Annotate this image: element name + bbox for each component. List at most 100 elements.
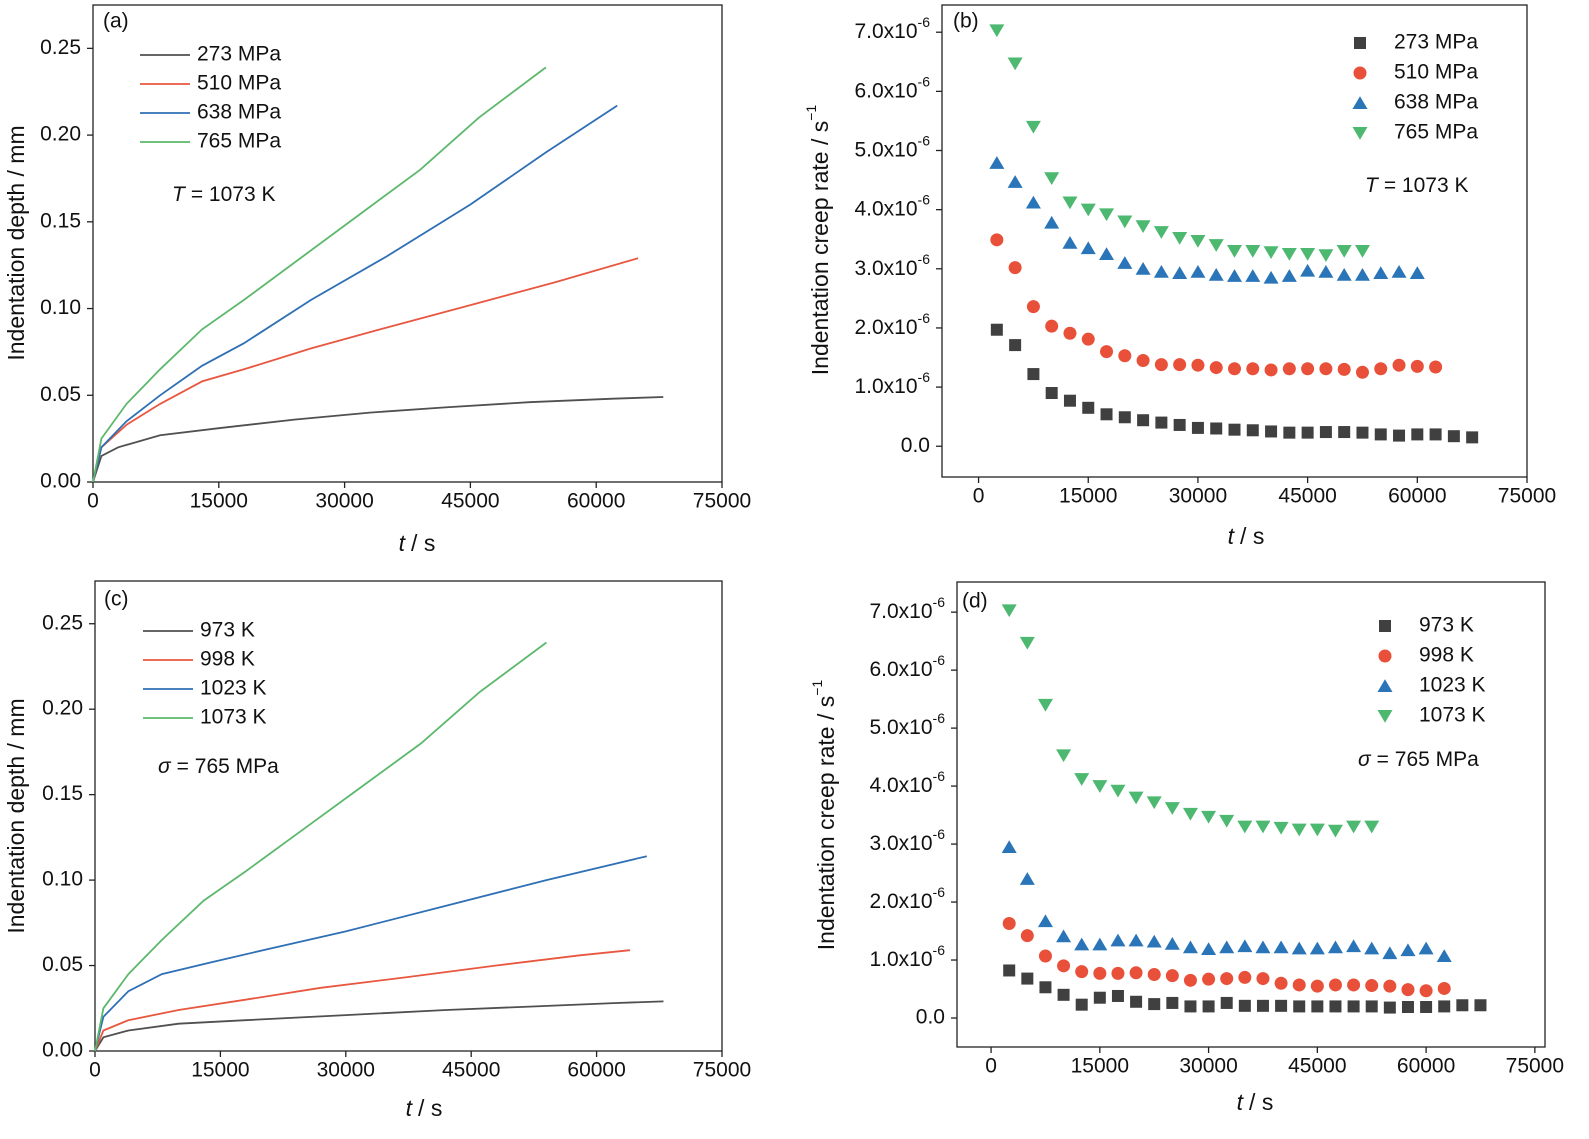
marker-square	[1118, 411, 1131, 424]
y-tick-label: 0.20	[42, 697, 83, 720]
marker-circle	[1429, 360, 1443, 374]
panel: 0 15000 30000 45000 60000 75000 0.00 0.05 0.10 0.…	[3, 4, 751, 556]
marker-triangle-up	[1237, 939, 1253, 953]
marker-circle	[1093, 966, 1107, 980]
marker-triangle-down	[1273, 821, 1289, 835]
x-tick-label: 45000	[1278, 485, 1336, 508]
y-tick-label: 3.0x10-6	[869, 826, 945, 855]
marker-circle	[1419, 984, 1433, 998]
annotation: T = 1073 K	[1365, 174, 1468, 197]
marker-circle	[1410, 359, 1424, 373]
legend-label: 1073 K	[200, 706, 267, 729]
x-tick-label: 15000	[1071, 1055, 1129, 1078]
marker-square	[1210, 422, 1223, 435]
legend-label: 1023 K	[1419, 674, 1486, 697]
y-tick-label: 0.10	[42, 868, 83, 891]
panel-label: (c)	[104, 588, 129, 611]
marker-square	[1429, 428, 1442, 441]
legend-label: 765 MPa	[1394, 121, 1478, 144]
y-tick-mantissa: 1.0x10	[869, 948, 932, 971]
marker-triangle-down	[1336, 245, 1352, 258]
marker-square	[1130, 995, 1143, 1008]
annotation-symbol: T	[172, 183, 187, 206]
x-axis-unit: / s	[1240, 523, 1264, 549]
marker-triangle-up	[1080, 241, 1096, 255]
marker-square	[1365, 1000, 1378, 1013]
marker-triangle-up	[1391, 265, 1407, 278]
y-tick-exponent: -6	[933, 768, 946, 784]
marker-circle	[1264, 363, 1278, 377]
marker-triangle-up	[1219, 940, 1235, 954]
marker-square	[1411, 428, 1424, 441]
marker-triangle-up	[989, 156, 1005, 169]
marker-triangle-down	[1128, 791, 1144, 805]
marker-square	[1155, 416, 1168, 429]
y-axis-exponent: −1	[803, 105, 819, 121]
marker-triangle-up	[1037, 914, 1053, 928]
marker-triangle-up	[1263, 270, 1279, 284]
marker-circle	[1063, 326, 1077, 340]
marker-triangle-up	[1436, 949, 1452, 962]
marker-square	[1057, 988, 1070, 1001]
marker-triangle-down	[1300, 248, 1316, 261]
y-tick-exponent: -6	[933, 884, 946, 900]
marker-triangle-down	[1019, 636, 1035, 650]
marker-circle	[1183, 973, 1197, 987]
x-tick-label: 30000	[315, 490, 373, 513]
marker-triangle-up	[1327, 940, 1343, 954]
marker-circle	[1111, 966, 1125, 980]
marker-triangle-up	[1354, 267, 1370, 281]
marker-square	[1356, 426, 1369, 439]
y-tick-exponent: -6	[918, 191, 931, 207]
marker-triangle-down	[1227, 245, 1242, 258]
marker-triangle-down	[1190, 235, 1206, 248]
x-axis-label: t / s	[399, 530, 436, 556]
data-line	[92, 396, 664, 483]
marker-triangle-down	[1245, 245, 1261, 258]
x-tick-label: 0	[89, 1059, 101, 1082]
marker-circle	[1228, 362, 1241, 376]
marker-triangle-down	[1099, 208, 1115, 222]
marker-circle	[1081, 332, 1095, 346]
data-line	[94, 641, 547, 1052]
y-tick-label: 4.0x10-6	[869, 768, 945, 797]
y-tick-label: 7.0x10-6	[854, 14, 930, 43]
plot-frame	[956, 581, 1546, 1048]
marker-triangle-up	[1201, 942, 1217, 956]
legend-label: 998 K	[200, 648, 255, 671]
x-tick-label: 0	[985, 1055, 997, 1078]
y-axis-text: Indentation depth / mm	[3, 125, 29, 360]
marker-circle	[1292, 978, 1306, 992]
marker-square	[1456, 999, 1469, 1012]
marker-circle	[1075, 965, 1089, 979]
marker-triangle-down	[1318, 249, 1334, 262]
marker-square	[1111, 989, 1124, 1002]
x-tick-label: 15000	[1059, 485, 1117, 508]
marker-triangle-up	[1025, 195, 1041, 209]
data-line	[94, 1000, 664, 1052]
marker-square	[1009, 339, 1022, 352]
x-tick-label: 45000	[442, 1059, 500, 1082]
legend-label: 998 K	[1419, 644, 1474, 667]
marker-triangle-up	[1056, 929, 1072, 943]
marker-triangle-down	[1146, 796, 1162, 810]
y-tick-exponent: -6	[918, 369, 931, 385]
panel-label: (a)	[103, 10, 129, 33]
marker-circle	[1129, 966, 1143, 980]
y-tick-label: 0.20	[40, 123, 81, 146]
marker-square	[1063, 394, 1076, 407]
marker-triangle-up	[1146, 934, 1162, 948]
y-axis-label: Indentation depth / mm	[3, 125, 29, 360]
marker-triangle-up	[1044, 215, 1060, 229]
y-tick-exponent: -6	[918, 132, 931, 148]
marker-triangle-up	[1300, 263, 1316, 277]
y-tick-mantissa: 6.0x10	[854, 79, 917, 102]
marker-triangle-up	[1373, 266, 1389, 279]
marker-triangle-up	[1208, 267, 1224, 281]
y-tick-mantissa: 5.0x10	[854, 138, 917, 161]
legend-label: 638 MPa	[1394, 91, 1478, 114]
marker-circle	[1057, 959, 1071, 973]
marker-circle	[1256, 972, 1270, 986]
legend-label: 973 K	[1419, 614, 1474, 637]
y-tick-mantissa: 2.0x10	[854, 315, 917, 338]
